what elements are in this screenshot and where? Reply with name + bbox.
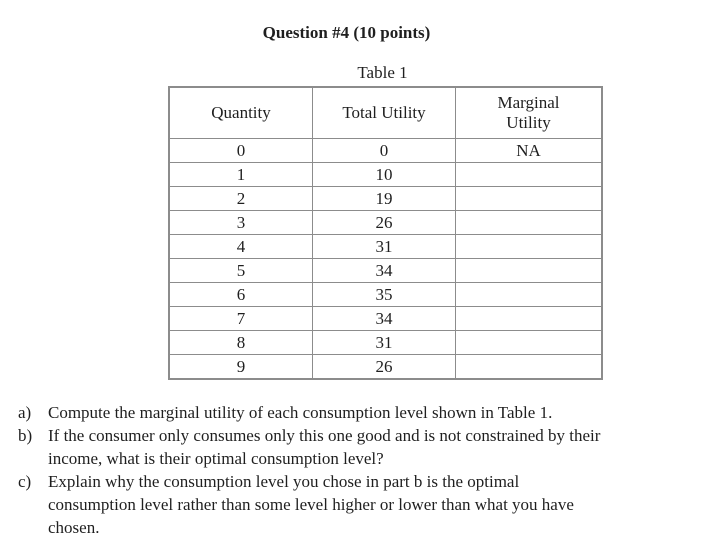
marginal-utility-cell bbox=[455, 306, 603, 331]
question-text-line: Explain why the consumption level you ch… bbox=[48, 472, 520, 491]
quantity-cell: 2 bbox=[168, 186, 313, 211]
table-row: 4 31 bbox=[168, 234, 603, 259]
quantity-cell: 8 bbox=[168, 330, 313, 355]
table-header-row: Quantity Total Utility Marginal Utility bbox=[168, 86, 603, 139]
table-row: 9 26 bbox=[168, 354, 603, 380]
question-c: c) Explain why the consumption level you… bbox=[18, 470, 698, 539]
marginal-utility-cell bbox=[455, 330, 603, 355]
question-text-line: income, what is their optimal consumptio… bbox=[48, 449, 384, 468]
table-row: 7 34 bbox=[168, 306, 603, 331]
utility-table: Quantity Total Utility Marginal Utility … bbox=[168, 86, 603, 380]
table-row: 5 34 bbox=[168, 258, 603, 283]
quantity-cell: 1 bbox=[168, 162, 313, 187]
table-row: 3 26 bbox=[168, 210, 603, 235]
total-utility-cell: 0 bbox=[312, 138, 456, 163]
marginal-utility-cell bbox=[455, 186, 603, 211]
total-utility-cell: 31 bbox=[312, 330, 456, 355]
total-utility-cell: 31 bbox=[312, 234, 456, 259]
table-section: Table 1 Quantity Total Utility Marginal … bbox=[168, 63, 603, 380]
question-text-line: chosen. bbox=[48, 518, 100, 537]
table-row: 1 10 bbox=[168, 162, 603, 187]
total-utility-cell: 34 bbox=[312, 306, 456, 331]
quantity-cell: 5 bbox=[168, 258, 313, 283]
column-header-quantity: Quantity bbox=[168, 86, 313, 139]
marginal-utility-cell bbox=[455, 354, 603, 380]
question-text-line: consumption level rather than some level… bbox=[48, 495, 574, 514]
quantity-cell: 4 bbox=[168, 234, 313, 259]
page-title: Question #4 (10 points) bbox=[262, 23, 431, 42]
marginal-utility-cell bbox=[455, 162, 603, 187]
column-header-total-utility: Total Utility bbox=[312, 86, 456, 139]
table-row: 8 31 bbox=[168, 330, 603, 355]
total-utility-cell: 10 bbox=[312, 162, 456, 187]
question-label: b) bbox=[18, 426, 33, 445]
total-utility-cell: 35 bbox=[312, 282, 456, 307]
table-row: 0 0 NA bbox=[168, 138, 603, 163]
marginal-utility-header-text: Marginal Utility bbox=[497, 93, 560, 132]
quantity-cell: 6 bbox=[168, 282, 313, 307]
table-row: 2 19 bbox=[168, 186, 603, 211]
quantity-cell: 0 bbox=[168, 138, 313, 163]
total-utility-cell: 34 bbox=[312, 258, 456, 283]
questions-list: a) Compute the marginal utility of each … bbox=[18, 401, 698, 539]
question-text-line: Compute the marginal utility of each con… bbox=[48, 403, 553, 422]
quantity-cell: 9 bbox=[168, 354, 313, 380]
question-label: a) bbox=[18, 403, 32, 422]
quantity-cell: 3 bbox=[168, 210, 313, 235]
quantity-cell: 7 bbox=[168, 306, 313, 331]
table-caption: Table 1 bbox=[357, 63, 408, 82]
marginal-utility-cell bbox=[455, 258, 603, 283]
table-row: 6 35 bbox=[168, 282, 603, 307]
total-utility-cell: 26 bbox=[312, 354, 456, 380]
total-utility-cell: 26 bbox=[312, 210, 456, 235]
question-a: a) Compute the marginal utility of each … bbox=[18, 401, 698, 424]
total-utility-cell: 19 bbox=[312, 186, 456, 211]
marginal-utility-cell bbox=[455, 210, 603, 235]
marginal-utility-cell: NA bbox=[455, 138, 603, 163]
question-b: b) If the consumer only consumes only th… bbox=[18, 424, 698, 470]
marginal-utility-cell bbox=[455, 234, 603, 259]
marginal-utility-cell bbox=[455, 282, 603, 307]
question-text-line: If the consumer only consumes only this … bbox=[48, 426, 601, 445]
question-label: c) bbox=[18, 472, 32, 491]
column-header-marginal-utility: Marginal Utility bbox=[455, 86, 603, 139]
